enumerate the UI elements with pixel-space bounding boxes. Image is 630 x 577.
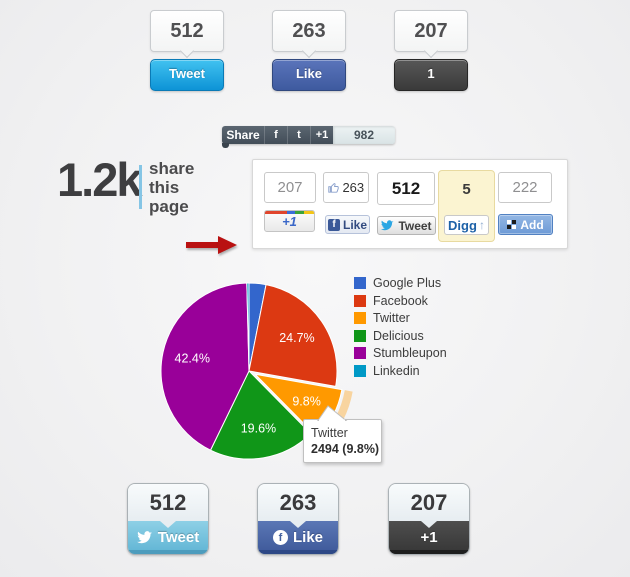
pie-slice-percentage-label: 19.6% [241,421,276,435]
tooltip-pointer [317,405,348,421]
tweet-count-widget: 512 [391,179,421,198]
legend-item-google-plus: Google Plus [354,276,447,290]
card-pointer [160,521,176,528]
red-arrow-head-icon [218,236,237,254]
legend-label: Facebook [373,293,428,308]
share-widget-box: 207 +1 263 f Like 512 [252,159,568,249]
twitter-bird-icon [381,220,394,231]
google-plusone-count: 207 [277,179,303,196]
facebook-like-label: Like [342,217,367,232]
like-card-count: 263 [258,484,338,521]
tweet-share-card[interactable]: 512 Tweet [127,483,209,555]
digg-up-arrow-icon: ↑ [478,218,485,232]
tooltip-title: Twitter [311,426,348,440]
bubble-pointer [301,43,317,59]
pie-slice-linkedin[interactable] [246,282,250,372]
like-share-card[interactable]: 263 f Like [257,483,339,555]
chart-tooltip: Twitter 2494 (9.8%) [303,405,382,463]
twitter-share-segment[interactable]: t [287,126,310,144]
divider [139,165,142,209]
tweet-count-bubble-widget: 512 [377,172,435,205]
legend-swatch [354,312,366,324]
like-card-label: Like [292,529,323,546]
chart-legend: Google Plus Facebook Twitter Delicious Stumb… [354,276,447,382]
plusone-card-count: 207 [389,484,469,521]
legend-label: Stumbleupon [373,346,447,360]
addthis-count: 222 [512,179,538,196]
plusone-card-label: +1 [420,529,438,546]
legend-swatch [354,277,366,289]
caption-line: this [149,178,180,197]
facebook-like-count-bubble: 263 [323,172,369,203]
tweet-button-widget[interactable]: Tweet [377,216,436,235]
legend-item-twitter: Twitter [354,311,447,325]
pie-slice-facebook[interactable] [248,284,338,387]
legend-label: Google Plus [373,276,442,290]
plusone-count-bubble: 207 [394,10,468,59]
facebook-like-count: 263 [342,180,365,195]
legend-swatch [354,294,366,307]
like-count-bubble: 263 [272,10,346,59]
pie-slice-stumbleupon[interactable] [160,282,250,451]
google-colors-stripe-icon [265,211,314,214]
plusone-share-card[interactable]: 207 +1 [388,483,470,555]
plusone-count: 207 [414,20,448,42]
legend-label: Linkedin [373,363,420,378]
addthis-button[interactable]: Add [498,214,553,235]
card-pointer [290,521,306,528]
legend-label: Delicious [373,328,424,343]
digg-count: 5 [462,181,471,198]
tweet-count: 512 [170,20,204,42]
total-shares-count: 1.2k [57,153,142,206]
legend-swatch [354,347,366,359]
tweet-card-label: Tweet [157,529,200,546]
twitter-bird-icon [136,531,152,544]
caption-line: page [149,197,189,216]
legend-swatch [354,329,366,342]
google-plusone-count-bubble: 207 [264,172,316,203]
card-pointer [421,521,437,528]
legend-item-stumbleupon: Stumbleupon [354,346,447,360]
addthis-checker-icon [507,220,516,229]
tweet-button[interactable]: Tweet [150,59,224,91]
facebook-icon: f [272,530,288,545]
tweet-label-widget: Tweet [398,218,432,233]
plusone-button[interactable]: 1 [394,59,468,91]
like-button[interactable]: Like [272,59,346,91]
legend-item-delicious: Delicious [354,328,447,343]
like-count: 263 [292,20,326,42]
google-plusone-label: +1 [282,214,297,229]
thumbs-up-icon [328,183,339,193]
share-toolbar: Share f t +1 982 [222,126,395,148]
facebook-icon: f [327,218,340,231]
share-tab-fold [222,143,229,148]
bubble-pointer [179,43,195,59]
addthis-count-bubble: 222 [498,172,552,203]
tweet-card-count: 512 [128,484,208,521]
bubble-pointer [423,43,439,59]
legend-item-linkedin: Linkedin [354,363,447,378]
digg-label: Digg [448,217,477,233]
tooltip-value: 2494 (9.8%) [311,442,380,456]
facebook-like-button[interactable]: f Like [325,215,370,234]
google-plusone-button[interactable]: +1 [264,210,315,232]
share-total-count: 982 [333,126,395,144]
tweet-count-bubble: 512 [150,10,224,59]
caption-line: share [149,159,195,178]
digg-panel: 5 Digg ↑ [438,170,495,242]
share-this-page-caption: share this page [149,159,194,216]
facebook-share-segment[interactable]: f [264,126,287,144]
legend-item-facebook: Facebook [354,293,447,308]
red-arrow-icon [186,242,220,248]
addthis-label: Add [520,217,544,232]
share-label[interactable]: Share [222,126,264,144]
pie-slice-percentage-label: 24.7% [279,331,314,345]
legend-label: Twitter [373,311,410,325]
pie-slice-percentage-label: 42.4% [175,352,210,366]
plusone-share-segment[interactable]: +1 [310,126,333,144]
digg-button[interactable]: Digg ↑ [444,215,489,235]
pie-slice-percentage-label: 9.8% [292,394,321,408]
legend-swatch [354,364,366,377]
